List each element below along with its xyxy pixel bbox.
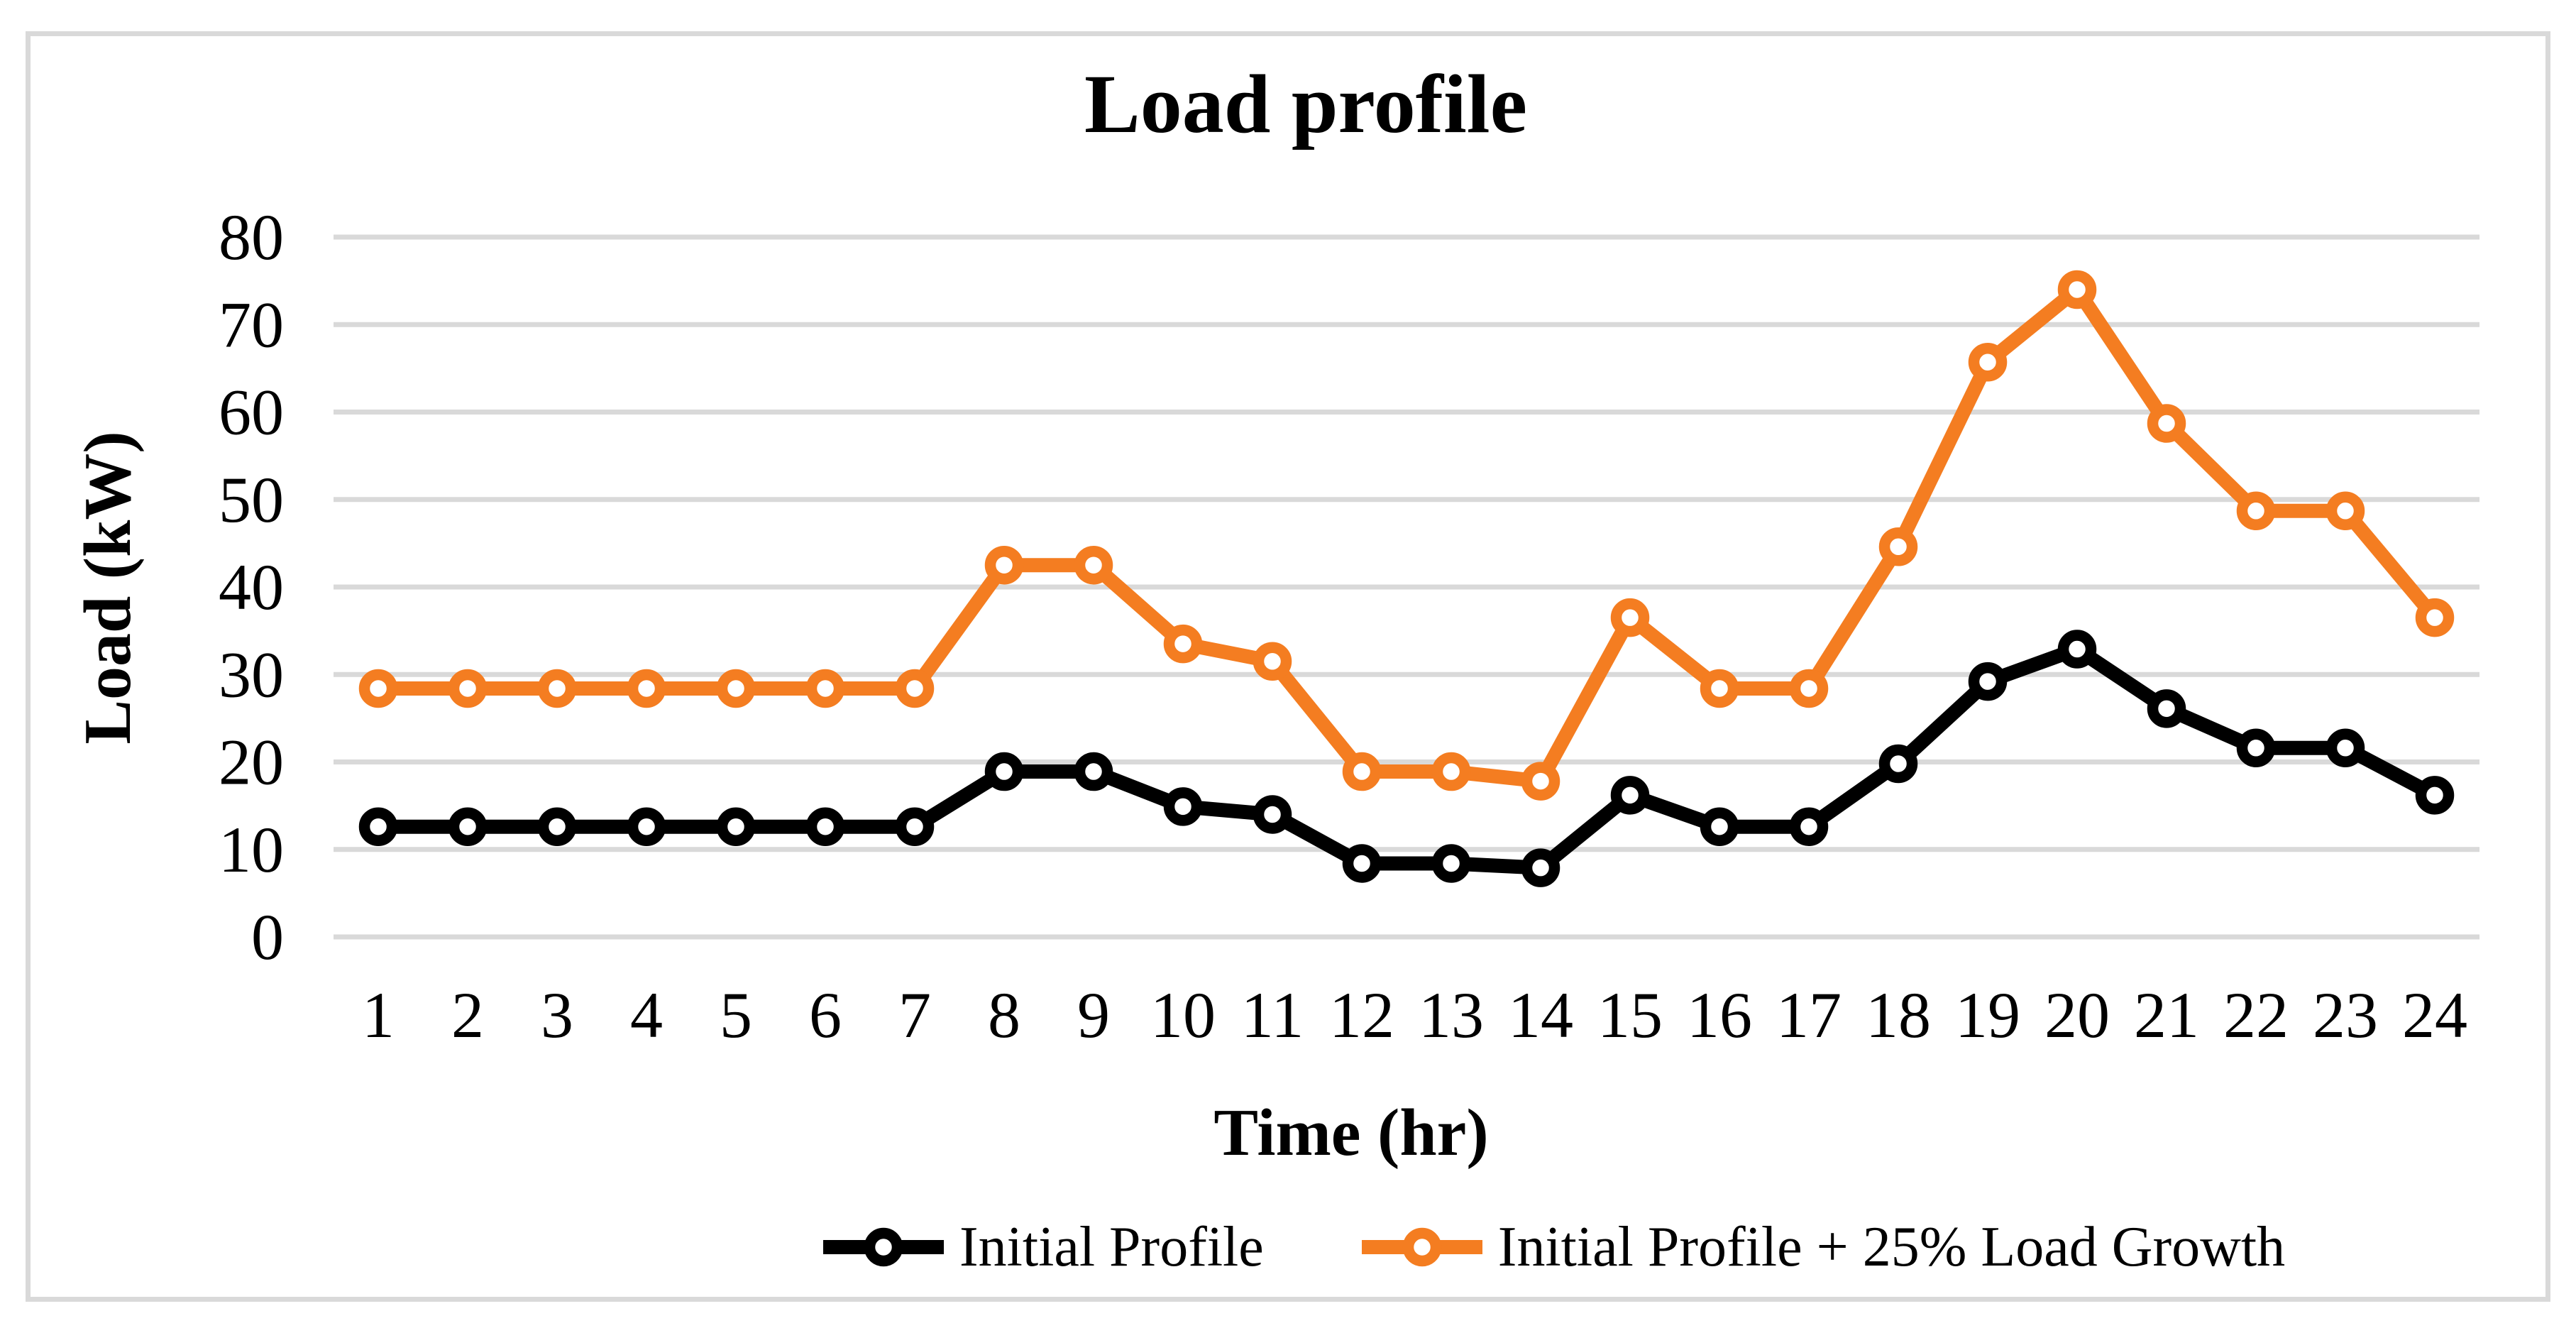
y-axis-tick-labels: 0 10 20 30 40 50 60 70 80 <box>219 201 284 973</box>
data-point-marker <box>448 669 488 708</box>
series-lines <box>371 282 2442 875</box>
data-point-marker <box>358 807 398 846</box>
data-point-marker <box>2415 598 2455 637</box>
data-point-marker <box>2147 404 2186 443</box>
x-tick-label: 18 <box>1866 979 1931 1051</box>
x-tick-label: 19 <box>1955 979 2020 1051</box>
x-tick-label: 10 <box>1150 979 1216 1051</box>
data-point-marker <box>1878 744 1918 784</box>
data-point-marker <box>1074 752 1113 791</box>
data-point-marker <box>1968 342 2008 382</box>
chart-border-frame <box>26 31 2550 1302</box>
x-tick-label: 16 <box>1687 979 1752 1051</box>
data-point-marker <box>1610 776 1650 815</box>
y-tick-label: 20 <box>219 726 284 799</box>
x-axis-tick-labels: 1 2 3 4 5 6 7 8 9 10 11 12 13 14 15 16 17 18 19 20 21 22 23 24 <box>362 979 2467 1051</box>
x-tick-label: 2 <box>451 979 484 1051</box>
legend: Initial Profile Initial Profile + 25% Lo… <box>823 1219 2285 1276</box>
y-tick-label: 30 <box>219 638 284 711</box>
data-point-marker <box>984 752 1024 791</box>
y-tick-label: 10 <box>219 813 284 886</box>
x-tick-label: 14 <box>1508 979 1573 1051</box>
data-point-marker <box>2057 630 2097 669</box>
data-point-marker <box>1074 545 1113 585</box>
data-point-marker <box>537 807 577 846</box>
data-point-marker <box>895 669 935 708</box>
y-tick-label: 70 <box>219 288 284 361</box>
data-point-marker <box>1700 807 1739 846</box>
series-line-1 <box>371 282 2442 789</box>
series-markers <box>358 270 2455 887</box>
y-tick-label: 60 <box>219 376 284 449</box>
x-tick-label: 1 <box>362 979 395 1051</box>
x-tick-label: 12 <box>1329 979 1394 1051</box>
legend-label-initial-profile: Initial Profile <box>959 1216 1264 1278</box>
data-point-marker <box>358 669 398 708</box>
x-tick-label: 4 <box>630 979 663 1051</box>
data-point-marker <box>1253 642 1292 681</box>
data-point-marker <box>448 807 488 846</box>
legend-label-load-growth: Initial Profile + 25% Load Growth <box>1497 1216 2286 1278</box>
data-point-marker <box>895 807 935 846</box>
x-tick-label: 8 <box>988 979 1020 1051</box>
data-point-marker <box>537 669 577 708</box>
data-point-marker <box>2147 689 2186 728</box>
x-tick-label: 13 <box>1419 979 1484 1051</box>
load-growth-legend-marker-icon <box>1361 1227 1482 1267</box>
x-tick-label: 9 <box>1077 979 1110 1051</box>
legend-item-load-growth: Initial Profile + 25% Load Growth <box>1361 1216 2286 1278</box>
data-point-marker <box>1431 752 1471 791</box>
x-tick-label: 3 <box>541 979 573 1051</box>
x-tick-label: 15 <box>1597 979 1663 1051</box>
data-point-marker <box>1968 662 2008 701</box>
y-tick-label: 80 <box>219 201 284 273</box>
legend-item-initial-profile: Initial Profile <box>823 1219 1264 1276</box>
data-point-marker <box>627 807 666 846</box>
x-axis-title: Time (hr) <box>1213 1096 1489 1170</box>
x-tick-label: 22 <box>2223 979 2289 1051</box>
initial-profile-legend-marker-icon <box>823 1227 944 1267</box>
x-tick-label: 23 <box>2313 979 2378 1051</box>
x-tick-label: 24 <box>2402 979 2467 1051</box>
data-point-marker <box>1253 795 1292 834</box>
data-point-marker <box>1789 807 1829 846</box>
gridlines <box>334 234 2479 940</box>
data-point-marker <box>2057 270 2097 309</box>
data-point-marker <box>2236 728 2276 768</box>
data-point-marker <box>1163 787 1203 826</box>
data-point-marker <box>1431 844 1471 883</box>
data-point-marker <box>1610 598 1650 637</box>
data-point-marker <box>1878 527 1918 566</box>
x-tick-label: 6 <box>809 979 842 1051</box>
x-tick-label: 7 <box>898 979 931 1051</box>
data-point-marker <box>1789 669 1829 708</box>
x-tick-label: 5 <box>720 979 752 1051</box>
y-tick-label: 0 <box>251 901 284 973</box>
chart-title: Load profile <box>1084 57 1527 150</box>
y-tick-label: 40 <box>219 551 284 623</box>
x-tick-label: 17 <box>1776 979 1842 1051</box>
data-point-marker <box>1342 752 1382 791</box>
data-point-marker <box>1342 844 1382 883</box>
x-tick-label: 20 <box>2044 979 2110 1051</box>
data-point-marker <box>716 669 756 708</box>
data-point-marker <box>2415 776 2455 815</box>
data-point-marker <box>1521 848 1561 887</box>
data-point-marker <box>1521 762 1561 801</box>
x-tick-label: 11 <box>1241 979 1304 1051</box>
data-point-marker <box>2325 491 2365 531</box>
data-point-marker <box>805 807 845 846</box>
data-point-marker <box>984 545 1024 585</box>
y-tick-label: 50 <box>219 463 284 536</box>
data-point-marker <box>805 669 845 708</box>
data-point-marker <box>627 669 666 708</box>
x-tick-label: 21 <box>2134 979 2199 1051</box>
data-point-marker <box>2325 728 2365 768</box>
data-point-marker <box>716 807 756 846</box>
data-point-marker <box>1700 669 1739 708</box>
y-axis-title: Load (kW) <box>71 431 145 745</box>
data-point-marker <box>1163 624 1203 664</box>
data-point-marker <box>2236 491 2276 531</box>
